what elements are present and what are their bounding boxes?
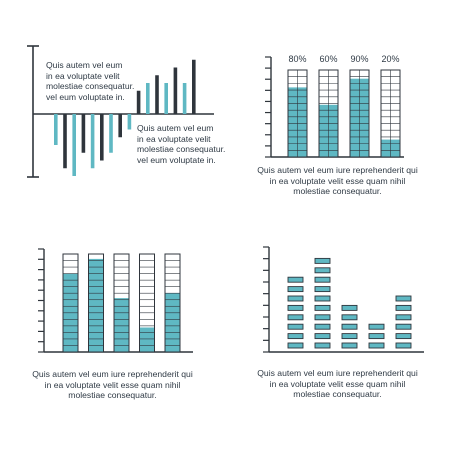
caption-line: Quis autem vel eum iure reprehenderit qu… bbox=[32, 369, 193, 379]
bar-block bbox=[314, 304, 331, 311]
bar-fill bbox=[114, 298, 129, 352]
bar-block bbox=[287, 286, 304, 293]
bar bbox=[192, 59, 196, 114]
bar bbox=[164, 83, 168, 114]
chart-1-caption-left: Quis autem vel eum in ea voluptate velit… bbox=[46, 60, 134, 102]
bar-block bbox=[395, 342, 412, 349]
bar-block bbox=[395, 314, 412, 321]
bar-outline bbox=[164, 253, 181, 353]
bar-block bbox=[314, 286, 331, 293]
chart-3-caption: Quis autem vel eum iure reprehenderit qu… bbox=[0, 369, 225, 401]
chart-panel-1: Quis autem vel eum in ea voluptate velit… bbox=[0, 0, 225, 225]
bar-outline bbox=[113, 253, 130, 353]
bar-block bbox=[395, 333, 412, 340]
chart-4-caption: Quis autem vel eum iure reprehenderit qu… bbox=[225, 368, 450, 400]
bar-block bbox=[287, 295, 304, 302]
bar bbox=[146, 83, 150, 114]
caption-line: vel eum voluptate in. bbox=[137, 154, 216, 165]
bar-block bbox=[314, 267, 331, 274]
bar bbox=[100, 114, 104, 161]
stacked-block-chart bbox=[263, 246, 424, 353]
bar bbox=[109, 114, 113, 153]
bar bbox=[54, 114, 58, 145]
caption-line: molestiae consequatur. bbox=[293, 389, 382, 399]
bar-outline bbox=[62, 253, 79, 353]
bar-fill bbox=[165, 293, 180, 352]
bar-fill bbox=[139, 327, 155, 352]
diverging-bar-chart bbox=[27, 45, 214, 178]
bar-block bbox=[341, 323, 358, 330]
caption-line: Quis autem vel eum bbox=[46, 60, 123, 70]
bar-block bbox=[314, 295, 331, 302]
bar bbox=[136, 90, 141, 114]
caption-line: in ea voluptate velit bbox=[137, 133, 211, 144]
caption-line: molestiae consequatur. bbox=[293, 186, 382, 196]
bar-block bbox=[287, 276, 304, 283]
bar bbox=[127, 114, 132, 130]
bar-outline bbox=[88, 253, 104, 353]
bar-block bbox=[341, 314, 358, 321]
bar-block bbox=[287, 304, 304, 311]
bar-block bbox=[314, 323, 331, 330]
bar-block bbox=[314, 276, 331, 283]
bar-block bbox=[341, 333, 358, 340]
caption-line: Quis autem vel eum bbox=[137, 123, 214, 133]
bar-fill bbox=[88, 258, 104, 352]
caption-line: vel eum voluptate in. bbox=[46, 91, 125, 102]
chart-2-caption: Quis autem vel eum iure reprehenderit qu… bbox=[225, 165, 450, 197]
bar-block bbox=[314, 342, 331, 349]
caption-line: in ea voluptate velit esse quam nihil bbox=[44, 379, 181, 390]
caption-line: molestiae consequatur. bbox=[137, 144, 226, 154]
bar bbox=[63, 114, 67, 169]
bar-block bbox=[287, 323, 304, 330]
caption-line: Quis autem vel eum iure reprehenderit qu… bbox=[257, 368, 418, 378]
bar-block bbox=[287, 314, 304, 321]
bar bbox=[173, 67, 178, 114]
bar-label: 60% bbox=[319, 54, 337, 64]
grid-column-chart-2 bbox=[38, 248, 193, 353]
bar bbox=[118, 114, 122, 138]
bar-block bbox=[287, 342, 304, 349]
caption-line: molestiae consequatur. bbox=[68, 390, 157, 400]
bar-label: 20% bbox=[381, 54, 399, 64]
caption-line: in ea voluptate velit bbox=[46, 70, 120, 81]
caption-line: Quis autem vel eum iure reprehenderit qu… bbox=[257, 165, 418, 175]
bar-outline bbox=[139, 253, 155, 353]
bar-block bbox=[368, 342, 385, 349]
bar-block bbox=[395, 295, 412, 302]
chart-panel-4: Quis autem vel eum iure reprehenderit qu… bbox=[225, 225, 450, 450]
bar bbox=[72, 114, 76, 176]
caption-line: in ea voluptate velit esse quam nihil bbox=[269, 175, 406, 186]
bar-block bbox=[287, 333, 304, 340]
caption-line: in ea voluptate velit esse quam nihil bbox=[269, 378, 406, 389]
bar-block bbox=[395, 304, 412, 311]
bar-block bbox=[368, 323, 385, 330]
bar-block bbox=[314, 314, 331, 321]
bar-label: 90% bbox=[350, 54, 368, 64]
bar bbox=[81, 114, 86, 153]
bar-block bbox=[314, 333, 331, 340]
bar-block bbox=[341, 304, 358, 311]
caption-line: molestiae consequatur. bbox=[46, 81, 135, 91]
chart-panel-3: Quis autem vel eum iure reprehenderit qu… bbox=[0, 225, 225, 450]
chart-panel-2: 80% 60% 90% 20% Quis autem vel eum iure rep… bbox=[225, 0, 450, 225]
bar bbox=[155, 75, 159, 114]
bar-label: 80% bbox=[288, 54, 306, 64]
bar bbox=[90, 114, 95, 169]
chart-1-caption-right: Quis autem vel eum in ea voluptate velit… bbox=[137, 123, 225, 165]
bar-block bbox=[341, 342, 358, 349]
bar bbox=[182, 83, 187, 114]
bar-block bbox=[368, 333, 385, 340]
bar-block bbox=[314, 257, 331, 264]
bar-block bbox=[395, 323, 412, 330]
grid-column-chart: 80% 60% 90% 20% bbox=[265, 54, 404, 158]
